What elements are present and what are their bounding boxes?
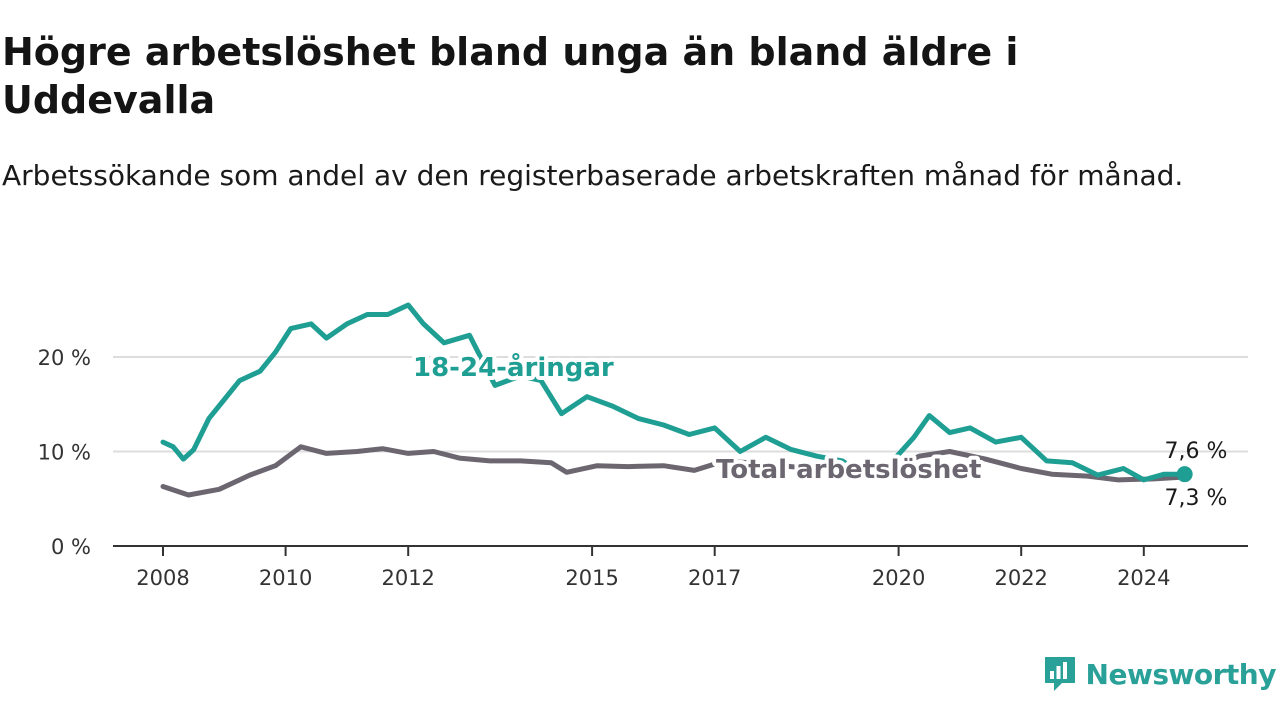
series-label-total: Total arbetslöshet <box>716 455 981 485</box>
y-axis-ticks: 0 % 10 % 20 % <box>38 346 91 559</box>
x-axis-ticks: 2008 2010 2012 2015 2017 2020 2022 2024 <box>136 546 1171 590</box>
end-value-youth: 7,6 % <box>1165 439 1228 464</box>
x-tick-label: 2008 <box>136 566 189 590</box>
series-line-total <box>160 444 1188 498</box>
x-tick-label: 2015 <box>565 566 618 590</box>
series-lines <box>160 302 1193 498</box>
x-tick-label: 2017 <box>688 566 741 590</box>
chart-subtitle: Arbetssökande som andel av den registerb… <box>2 159 1184 192</box>
series-end-marker <box>1176 466 1193 483</box>
x-tick-label: 2010 <box>259 566 312 590</box>
newsworthy-logo: Newsworthy <box>1042 654 1277 694</box>
x-tick-label: 2020 <box>872 566 925 590</box>
chart-title: Högre arbetslöshet bland unga än bland ä… <box>2 30 1019 122</box>
series-label-youth: 18-24-åringar <box>413 351 614 383</box>
x-tick-label: 2012 <box>381 566 434 590</box>
x-tick-label: 2024 <box>1117 566 1170 590</box>
y-tick-label: 10 % <box>38 441 91 465</box>
series-line-youth <box>160 302 1188 483</box>
brand-name: Newsworthy <box>1085 657 1277 691</box>
series-label-youth-halo: 18-24-åringar <box>413 351 614 383</box>
x-tick-label: 2022 <box>994 566 1047 590</box>
end-value-total: 7,3 % <box>1165 486 1228 511</box>
gridlines <box>113 356 1248 453</box>
y-tick-label: 20 % <box>38 346 91 370</box>
newsworthy-chart-icon <box>1044 657 1075 691</box>
series-label-total-halo: Total arbetslöshet <box>716 455 981 485</box>
y-tick-label: 0 % <box>51 535 91 559</box>
